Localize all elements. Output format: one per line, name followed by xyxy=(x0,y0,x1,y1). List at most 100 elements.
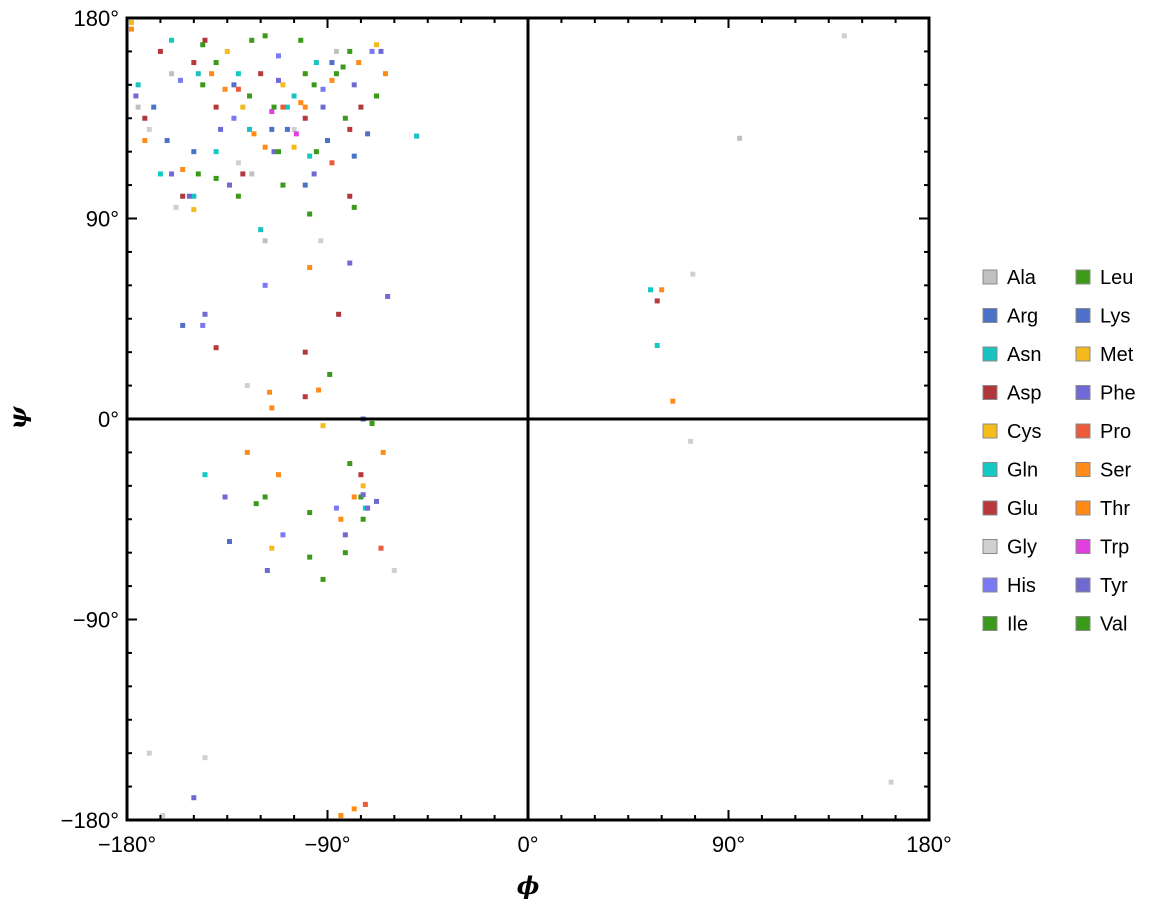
point-ser-5 xyxy=(329,77,335,83)
point-val-3 xyxy=(311,82,317,88)
point-asp-3 xyxy=(302,349,308,355)
point-asn-7 xyxy=(258,227,264,233)
point-val-10 xyxy=(307,554,313,560)
point-leu-9 xyxy=(307,510,313,516)
point-met-2 xyxy=(240,104,246,110)
point-ser-9 xyxy=(351,494,357,500)
x-tick-label: −180° xyxy=(98,832,156,857)
point-cys-3 xyxy=(269,545,275,551)
point-gln-2 xyxy=(284,104,290,110)
legend-swatch xyxy=(1075,308,1091,323)
point-leu-4 xyxy=(374,93,380,99)
point-ser-13 xyxy=(338,813,344,819)
point-his-3 xyxy=(320,86,326,92)
point-arg-0 xyxy=(151,104,157,110)
legend-label: Phe xyxy=(1100,383,1136,405)
point-arg-2 xyxy=(269,126,275,132)
point-ile-7 xyxy=(327,371,333,377)
point-phe-6 xyxy=(222,494,228,500)
point-ser-7 xyxy=(316,387,322,393)
point-asn-0 xyxy=(135,82,141,88)
x-axis-label: ϕ xyxy=(517,871,540,900)
point-thr-8 xyxy=(244,449,250,455)
point-met-3 xyxy=(291,144,297,150)
point-glu-7 xyxy=(302,394,308,400)
point-ser-11 xyxy=(659,287,665,293)
point-tyr-0 xyxy=(186,193,192,199)
point-lys-1 xyxy=(231,82,237,88)
point-ser-2 xyxy=(222,86,228,92)
y-tick-label: 90° xyxy=(86,207,119,232)
point-lys-2 xyxy=(284,126,290,132)
legend-label: Lys xyxy=(1100,306,1130,328)
legend-swatch xyxy=(1075,462,1091,477)
legend-item-ser: Ser xyxy=(1075,460,1131,482)
x-tick-label: −90° xyxy=(304,832,350,857)
legend-swatch xyxy=(982,462,998,477)
point-lys-5 xyxy=(180,322,186,328)
point-leu-2 xyxy=(302,71,308,77)
point-his-2 xyxy=(275,53,281,59)
point-gln-1 xyxy=(235,71,241,77)
legend-label: Val xyxy=(1100,614,1127,636)
legend-item-asp: Asp xyxy=(982,383,1041,405)
legend-label: Gly xyxy=(1007,537,1037,559)
legend-item-phe: Phe xyxy=(1075,383,1136,405)
point-phe-7 xyxy=(342,532,348,538)
legend-swatch xyxy=(982,539,998,554)
point-tyr-7 xyxy=(264,567,270,573)
legend-label: Tyr xyxy=(1100,575,1128,597)
point-ile-3 xyxy=(333,71,339,77)
point-ala-4 xyxy=(135,104,141,110)
point-ala-0 xyxy=(333,48,339,54)
legend-label: Pro xyxy=(1100,421,1131,443)
point-arg-3 xyxy=(302,182,308,188)
point-leu-6 xyxy=(313,149,319,155)
legend-item-thr: Thr xyxy=(1075,498,1130,520)
point-asp-7 xyxy=(358,104,364,110)
point-tyr-6 xyxy=(202,311,208,317)
legend-swatch xyxy=(982,308,998,323)
point-lys-4 xyxy=(365,131,371,137)
legend-label: Thr xyxy=(1100,498,1130,520)
point-val-2 xyxy=(271,104,277,110)
point-pro-4 xyxy=(362,801,368,807)
legend-item-gly: Gly xyxy=(982,537,1037,559)
point-tyr-8 xyxy=(374,498,380,504)
legend-item-tyr: Tyr xyxy=(1075,575,1128,597)
point-ile-10 xyxy=(320,576,326,582)
legend-swatch xyxy=(982,500,998,516)
point-asp-6 xyxy=(347,193,353,199)
point-leu-0 xyxy=(213,60,219,66)
legend-swatch xyxy=(1075,385,1091,400)
y-tick-label: −180° xyxy=(61,808,119,833)
point-lys-0 xyxy=(164,138,170,144)
point-val-7 xyxy=(307,211,313,217)
point-leu-10 xyxy=(342,550,348,556)
legend-label: Met xyxy=(1100,344,1134,366)
legend-swatch xyxy=(1075,539,1091,554)
point-lys-7 xyxy=(226,539,232,545)
legend-label: Cys xyxy=(1007,421,1041,443)
point-ile-6 xyxy=(280,182,286,188)
point-phe-8 xyxy=(365,505,371,511)
point-val-5 xyxy=(213,175,219,181)
point-leu-1 xyxy=(262,33,268,39)
legend-item-pro: Pro xyxy=(1075,421,1131,443)
point-ala-2 xyxy=(262,238,268,244)
point-phe-0 xyxy=(133,93,139,99)
point-glu-1 xyxy=(191,60,197,66)
point-pro-1 xyxy=(280,104,286,110)
point-ser-12 xyxy=(670,398,676,404)
point-trp-0 xyxy=(293,131,299,137)
point-leu-3 xyxy=(342,115,348,121)
legend-swatch xyxy=(1075,346,1091,362)
point-ile-4 xyxy=(351,204,357,210)
point-glu-3 xyxy=(258,71,264,77)
legend-swatch xyxy=(982,423,998,439)
point-phe-10 xyxy=(385,293,391,299)
point-phe-9 xyxy=(347,260,353,266)
point-phe-2 xyxy=(218,126,224,132)
point-gln-3 xyxy=(307,153,313,159)
